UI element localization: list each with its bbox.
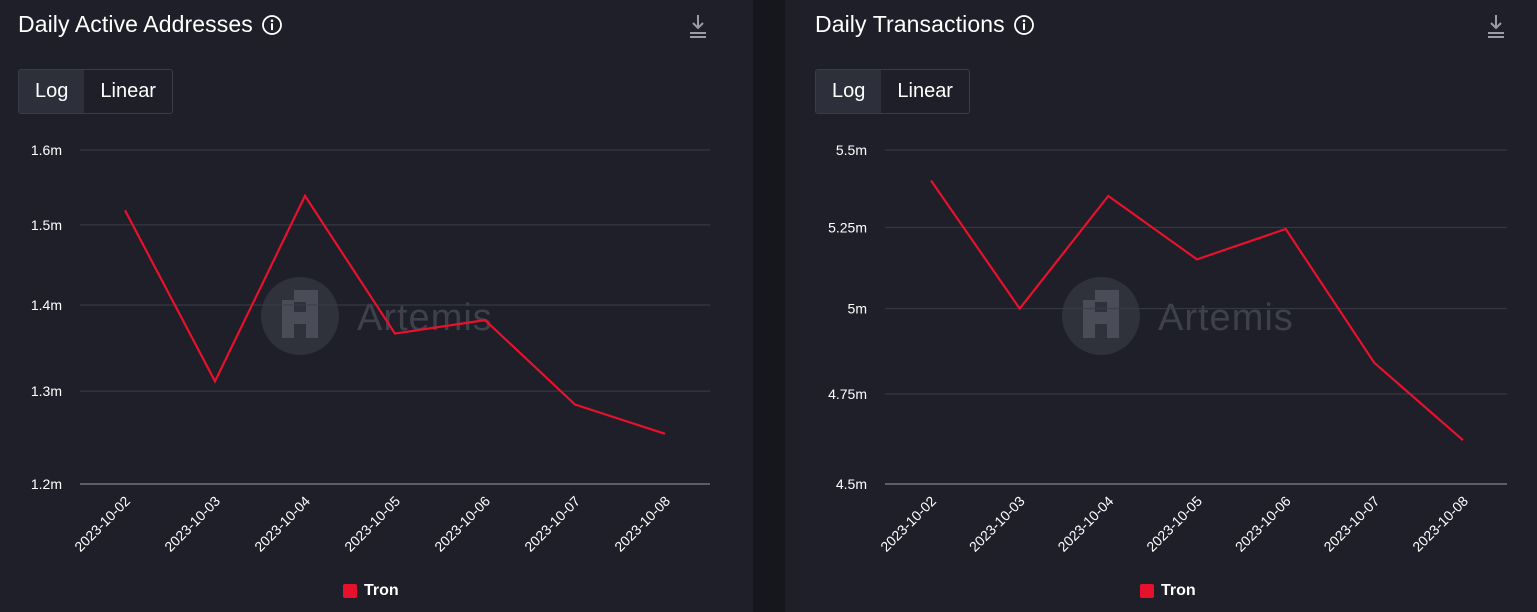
x-tick-label: 2023-10-06 — [431, 493, 493, 555]
data-point[interactable] — [299, 190, 311, 202]
x-tick-label: 2023-10-07 — [1320, 493, 1382, 555]
watermark-text: Artemis — [1158, 297, 1294, 339]
info-icon[interactable] — [261, 14, 283, 36]
x-tick-label: 2023-10-02 — [877, 493, 939, 555]
x-tick-label: 2023-10-03 — [161, 493, 223, 555]
y-tick-label: 5.5m — [836, 142, 867, 158]
chart-title-row: Daily Transactions — [815, 11, 1035, 38]
watermark-text: Artemis — [357, 297, 493, 339]
series-line-tron[interactable] — [124, 193, 666, 435]
download-icon[interactable] — [688, 13, 708, 39]
data-point[interactable] — [209, 375, 221, 387]
log-scale-button[interactable]: Log — [816, 70, 882, 113]
chart-plot: Artemis 1.2m 1.3m 1.4m 1.5m 1.6m 2023-10-02 202… — [31, 142, 710, 555]
x-tick-label: 2023-10-03 — [966, 493, 1028, 555]
legend-swatch — [1140, 584, 1154, 598]
artemis-logo-mark — [282, 290, 318, 338]
x-tick-label: 2023-10-05 — [1143, 493, 1205, 555]
data-point[interactable] — [1014, 303, 1026, 315]
download-icon[interactable] — [1486, 13, 1506, 39]
x-tick-label: 2023-10-06 — [1232, 493, 1294, 555]
scale-toggle: Log Linear — [815, 69, 970, 114]
data-point[interactable] — [1191, 253, 1203, 265]
y-tick-label: 1.6m — [31, 142, 62, 158]
y-tick-label: 1.2m — [31, 476, 62, 492]
legend-label: Tron — [364, 582, 399, 599]
chart-plot: Artemis 4.5m 4.75m 5m 5.25m 5.5m 2023-10-02 202… — [828, 142, 1507, 555]
data-point[interactable] — [1457, 434, 1469, 446]
x-tick-label: 2023-10-02 — [71, 493, 133, 555]
y-tick-label: 5m — [848, 301, 867, 317]
x-tick-label: 2023-10-04 — [251, 493, 313, 555]
watermark: Artemis — [261, 277, 493, 355]
y-tick-label: 4.75m — [828, 386, 867, 402]
data-point[interactable] — [925, 175, 937, 187]
legend[interactable]: Tron — [1140, 582, 1196, 600]
artemis-logo-mark — [1083, 290, 1119, 338]
data-point[interactable] — [1280, 223, 1292, 235]
data-point[interactable] — [1102, 190, 1114, 202]
data-point[interactable] — [1368, 357, 1380, 369]
x-tick-label: 2023-10-08 — [611, 493, 673, 555]
linear-scale-button[interactable]: Linear — [100, 80, 156, 102]
chart-panel-daily-active-addresses: Daily Active Addresses Log Linear Artemi… — [0, 0, 753, 612]
y-tick-label: 4.5m — [836, 476, 867, 492]
chart-title-row: Daily Active Addresses — [18, 11, 283, 38]
y-tick-label: 1.4m — [31, 297, 62, 313]
data-point[interactable] — [389, 328, 401, 340]
legend-swatch — [343, 584, 357, 598]
x-tick-label: 2023-10-05 — [341, 493, 403, 555]
chart-title: Daily Active Addresses — [18, 11, 253, 37]
data-point[interactable] — [119, 204, 131, 216]
chart-title: Daily Transactions — [815, 11, 1005, 37]
data-point[interactable] — [659, 428, 671, 440]
x-tick-label: 2023-10-07 — [521, 493, 583, 555]
series-line-tron[interactable] — [930, 179, 1464, 442]
info-icon[interactable] — [1013, 14, 1035, 36]
y-tick-label: 1.3m — [31, 383, 62, 399]
data-point[interactable] — [479, 314, 491, 326]
data-point[interactable] — [569, 399, 581, 411]
x-tick-label: 2023-10-08 — [1409, 493, 1471, 555]
legend[interactable]: Tron — [343, 582, 399, 600]
linear-scale-button[interactable]: Linear — [897, 80, 953, 102]
chart-panel-daily-transactions: Daily Transactions Log Linear Artemis 4.5… — [785, 0, 1537, 612]
y-tick-label: 5.25m — [828, 219, 867, 235]
log-scale-button[interactable]: Log — [19, 70, 85, 113]
legend-label: Tron — [1161, 582, 1196, 599]
scale-toggle: Log Linear — [18, 69, 173, 114]
watermark: Artemis — [1062, 277, 1294, 355]
x-tick-label: 2023-10-04 — [1054, 493, 1116, 555]
y-tick-label: 1.5m — [31, 217, 62, 233]
